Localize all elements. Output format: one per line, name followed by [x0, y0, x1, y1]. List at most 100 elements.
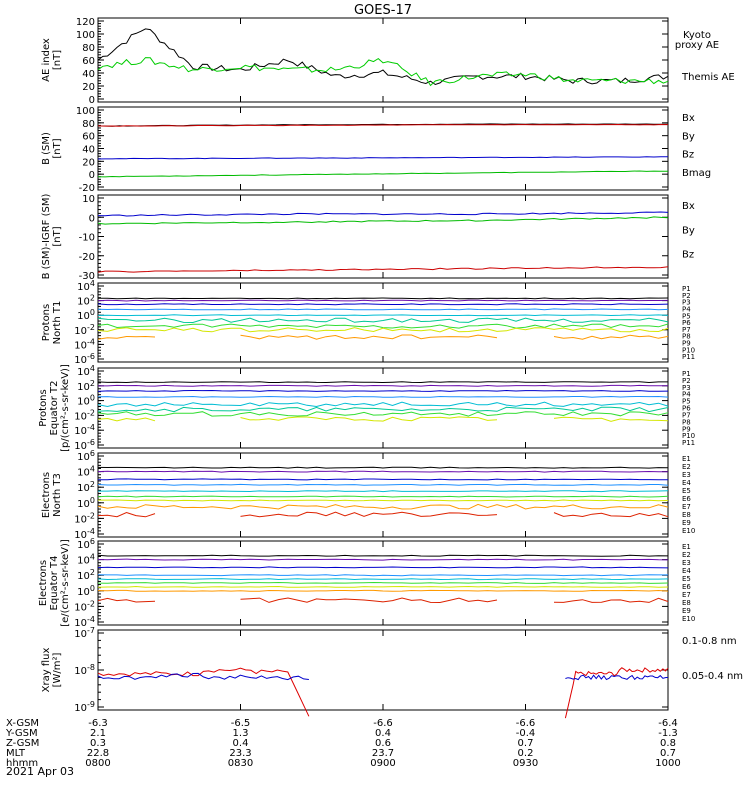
ephem-value: -6.3 [88, 718, 108, 729]
legend-entry: P4 [682, 305, 691, 313]
series-line [97, 554, 669, 557]
ephem-value: 0.7 [518, 738, 534, 749]
ephem-row-label: X-GSM [6, 718, 39, 729]
ylabel: [e/(cm²-s-sr-keV)] [60, 539, 71, 627]
ephem-value: -6.5 [231, 718, 251, 729]
ylabel: [nT] [52, 50, 63, 70]
ylabel-group: B (SM)-IGRF (SM) [nT] [41, 194, 63, 280]
series-line [97, 566, 669, 569]
ytick-label: 10-6 [74, 352, 95, 366]
ylabel: North T1 [52, 301, 63, 345]
ylabel: [nT] [52, 226, 63, 246]
series-line [97, 483, 669, 486]
series-line [97, 585, 669, 588]
ytick-label: 80 [82, 119, 95, 130]
legend-entry: E8 [682, 511, 691, 519]
ephem-value: 0.2 [518, 748, 534, 759]
legend-entry: P2 [682, 292, 691, 300]
ylabel: [p/(cm²-s-sr-keV)] [60, 364, 71, 452]
panel-frame [97, 452, 669, 538]
series-line [97, 581, 669, 584]
ephem-value: 23.3 [229, 748, 251, 759]
ephem-value: 1.3 [233, 728, 249, 739]
series-line [97, 589, 669, 592]
series-line [97, 123, 669, 127]
ylabel: Protons [41, 304, 52, 341]
legend-entry: P1 [682, 370, 691, 378]
legend-entry: By [682, 131, 695, 142]
ytick-label: 100 [77, 584, 95, 598]
series-line [97, 266, 669, 273]
legend-entry: Kyoto [683, 30, 711, 41]
panel-frame [97, 17, 669, 103]
series-line [97, 495, 669, 498]
ytick-label: 102 [77, 480, 95, 494]
ephem-value: 23.7 [372, 748, 394, 759]
series-line [553, 416, 669, 422]
legend-entry: E9 [682, 607, 691, 615]
series-line [97, 211, 669, 217]
ylabel: B (SM)-IGRF (SM) [41, 194, 52, 280]
ylabel: Electrons [38, 560, 49, 606]
ephem-value: -1.3 [658, 728, 678, 739]
ephem-value: 0.4 [233, 738, 249, 749]
ytick-label: -10 [79, 233, 95, 244]
panel-b-igrf: 10 0 -10 -20 -30 B (SM)-IGRF (SM) [nT] Bx By Bz [41, 194, 695, 282]
ytick-label: 10-6 [74, 438, 95, 452]
ytick-label: 104 [77, 553, 95, 567]
legend-entry: 0.1-0.8 nm [682, 636, 737, 647]
series-line [97, 558, 669, 561]
panel-frame [97, 194, 669, 279]
ytick-label: -20 [79, 183, 95, 194]
legend-entry: E1 [682, 455, 691, 463]
ytick-label: 102 [77, 379, 95, 393]
ytick-label: 10-2 [74, 323, 95, 337]
ephem-row-label: Z-GSM [6, 738, 39, 749]
series-line [564, 667, 669, 719]
series-line [97, 299, 669, 302]
legend-entry: By [682, 225, 695, 236]
series-line [97, 667, 310, 717]
series-line [97, 395, 669, 398]
panel-frame [97, 629, 669, 711]
ytick-label: 80 [82, 43, 95, 54]
legend-entry: P7 [682, 326, 691, 334]
series-line [98, 499, 669, 502]
ylabel: Equator T2 [49, 381, 60, 436]
ytick-label: 106 [77, 537, 95, 551]
ephem-value: 0.7 [660, 748, 676, 759]
legend-entry: P5 [682, 398, 691, 406]
series-line [97, 170, 668, 178]
legend-entry: P7 [682, 411, 691, 419]
series-line [97, 335, 156, 340]
ytick-label: 10-7 [74, 626, 95, 640]
legend-entry: E5 [682, 575, 691, 583]
legend-entry: Bx [682, 201, 695, 212]
series-line [97, 503, 669, 510]
ephem-value: 0.4 [375, 728, 391, 739]
ylabel: [nT] [52, 138, 63, 158]
legend-entry: E7 [682, 591, 691, 599]
ytick-label: 10-4 [74, 527, 95, 541]
ylabel-group: Electrons North T3 [41, 472, 63, 518]
series-line [97, 574, 668, 577]
ephem-value: -6.4 [658, 718, 678, 729]
ytick-label: 10-4 [74, 423, 95, 437]
legend-entry: P4 [682, 391, 691, 399]
ytick-label: 102 [77, 568, 95, 582]
legend-entry: 0.05-0.4 nm [682, 671, 743, 682]
legend-entry: Bz [682, 250, 694, 261]
panel-xray: 10-7 10-8 10-9 Xray flux [W/m²] 0.1-0.8 nm 0.0… [41, 626, 743, 719]
ephem-value: 0800 [85, 758, 110, 769]
ylabel: Protons [38, 389, 49, 426]
legend-entry: P8 [682, 418, 691, 426]
ytick-label: 40 [82, 69, 95, 80]
legend-entry: P9 [682, 425, 691, 433]
ytick-label: 104 [77, 465, 95, 479]
ytick-label: 100 [77, 394, 95, 408]
